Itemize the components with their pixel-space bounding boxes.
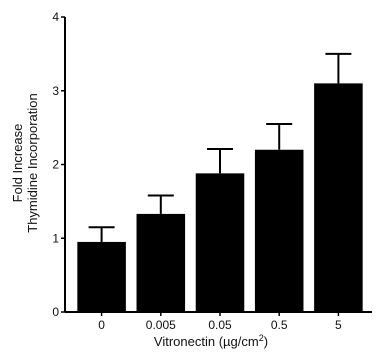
bar-5 (314, 83, 363, 312)
x-axis-title-superscript: 2 (259, 333, 264, 343)
y-axis-title-line1: Fold Increase (10, 124, 25, 203)
y-ticks-group: 0 1 2 3 4 (52, 10, 65, 319)
y-tick-label: 0 (52, 305, 59, 319)
x-tick-label: 0.5 (271, 318, 288, 332)
x-axis-title-main: Vitronectin (µg/cm (154, 334, 259, 349)
y-tick-label: 4 (52, 10, 59, 24)
x-tick-label: 0.05 (208, 318, 232, 332)
bars-group (77, 83, 363, 312)
error-bars-group (88, 52, 352, 242)
x-tick-label: 0 (98, 318, 105, 332)
x-tick-label: 5 (335, 318, 342, 332)
x-tick-label: 0.005 (146, 318, 176, 332)
x-ticks-group: 0 0.005 0.05 0.5 5 (98, 312, 342, 332)
y-tick-label: 3 (52, 84, 59, 98)
y-tick-label: 2 (52, 158, 59, 172)
y-axis-title-line2: Thymidine Incorporation (25, 93, 40, 232)
x-axis-title: Vitronectin (µg/cm2) (154, 333, 268, 349)
y-tick-label: 1 (52, 231, 59, 245)
x-axis-title-close: ) (264, 334, 268, 349)
bar-0.5 (254, 149, 304, 312)
bar-0.005 (136, 213, 186, 312)
bar-0.05 (195, 173, 245, 312)
bar-0 (77, 241, 126, 312)
